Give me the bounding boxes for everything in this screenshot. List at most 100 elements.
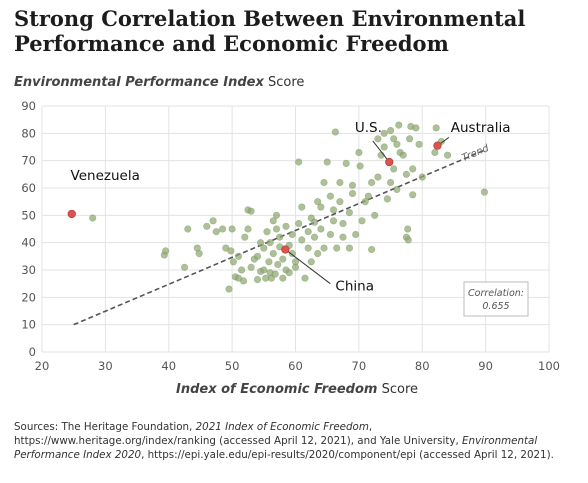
data-point	[326, 192, 335, 200]
data-point	[323, 158, 331, 166]
correlation-value: 0.655	[482, 301, 509, 312]
y-tick-label: 60	[21, 181, 36, 195]
data-point	[368, 178, 376, 187]
data-point	[279, 274, 287, 282]
data-point	[89, 214, 97, 222]
data-point	[253, 276, 262, 284]
data-point	[162, 247, 170, 255]
highlight-point	[433, 141, 442, 150]
data-point	[418, 173, 426, 181]
data-point	[301, 274, 309, 282]
data-point	[317, 203, 325, 211]
highlight-label: Australia	[451, 120, 511, 136]
data-point	[260, 244, 268, 252]
y-tick-label: 30	[21, 263, 36, 277]
data-point	[320, 244, 328, 252]
data-point	[260, 266, 268, 274]
data-point	[333, 244, 341, 252]
highlight-label: Venezuela	[71, 168, 140, 184]
data-point	[320, 178, 328, 187]
data-point	[228, 225, 236, 233]
data-point	[402, 170, 411, 178]
data-point	[364, 192, 373, 200]
data-point	[336, 178, 344, 187]
sources-mid: , https://www.heritage.org/index/ranking…	[14, 421, 463, 447]
data-point	[314, 198, 322, 206]
sources-epi-title: Environmental Performance Index 2020	[14, 435, 538, 461]
data-point	[374, 135, 382, 143]
data-point	[288, 230, 296, 239]
trend-line	[73, 148, 486, 326]
data-point	[412, 124, 420, 132]
data-point	[415, 140, 423, 148]
data-point	[404, 236, 412, 244]
data-point	[269, 217, 277, 225]
data-point	[444, 151, 452, 159]
data-point	[253, 252, 262, 260]
data-point	[181, 263, 189, 271]
data-point	[203, 222, 211, 230]
chart-title: Strong Correlation Between Environmental…	[14, 6, 526, 56]
data-point	[219, 225, 227, 233]
highlight-label: China	[335, 279, 374, 295]
data-point	[329, 206, 338, 214]
y-axis-label-rest: Score	[263, 75, 305, 90]
callout-line	[285, 249, 331, 285]
data-point	[227, 247, 235, 255]
y-axis-label-italic: Environmental Performance Index	[14, 75, 264, 90]
x-axis-label-rest: Score	[377, 382, 418, 397]
y-tick-label: 10	[21, 318, 36, 332]
data-point	[339, 219, 347, 228]
highlighted-points: Venezuela U.S. Australia China	[67, 120, 511, 295]
data-point	[310, 218, 319, 226]
data-point	[345, 244, 354, 252]
data-point	[257, 239, 265, 247]
data-point	[295, 219, 303, 228]
data-point	[307, 258, 315, 266]
data-point	[331, 128, 340, 136]
y-tick-label: 70	[21, 154, 36, 168]
data-point	[229, 258, 237, 266]
data-point	[406, 135, 414, 143]
data-point	[358, 217, 366, 225]
tick-labels: 0 10 20 30 40 50 60 70 80 90 20 30 40 50 60 70 80 90 100	[21, 99, 560, 373]
highlight-point	[67, 209, 76, 219]
data-point	[380, 143, 388, 151]
x-tick-label: 50	[225, 359, 240, 373]
data-point	[298, 203, 306, 211]
data-point	[304, 244, 312, 252]
data-point	[247, 263, 255, 271]
data-point	[272, 211, 281, 219]
data-point	[345, 209, 354, 217]
data-point	[380, 129, 388, 137]
data-point	[393, 140, 401, 148]
data-point	[355, 148, 363, 157]
data-point	[409, 165, 417, 173]
data-point	[291, 263, 300, 271]
data-point	[371, 211, 379, 219]
sources-ief-title: 2021 Index of Economic Freedom	[195, 421, 369, 433]
y-tick-label: 20	[21, 290, 36, 304]
sources-suffix: , https://epi.yale.edu/epi-results/2020/…	[141, 449, 554, 461]
data-point	[263, 228, 271, 236]
data-point	[222, 244, 230, 252]
data-point	[404, 225, 412, 233]
y-tick-label: 40	[21, 236, 36, 250]
data-point	[279, 255, 287, 263]
highlight-point	[281, 245, 290, 254]
data-point	[368, 245, 376, 254]
data-point	[390, 165, 398, 173]
data-point	[265, 258, 273, 266]
data-point	[339, 233, 347, 241]
data-point	[432, 124, 440, 132]
data-point	[234, 252, 243, 260]
data-point	[295, 158, 303, 166]
data-point	[387, 178, 395, 187]
data-point	[336, 198, 344, 206]
data-point	[184, 225, 192, 233]
data-point	[285, 269, 293, 277]
x-tick-label: 60	[288, 359, 303, 373]
data-point	[356, 162, 364, 170]
data-point	[480, 188, 489, 196]
data-point	[342, 159, 350, 167]
